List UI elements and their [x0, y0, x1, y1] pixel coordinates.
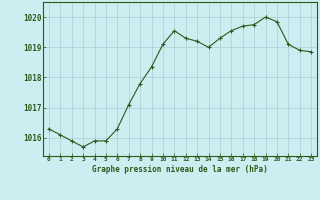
- X-axis label: Graphe pression niveau de la mer (hPa): Graphe pression niveau de la mer (hPa): [92, 165, 268, 174]
